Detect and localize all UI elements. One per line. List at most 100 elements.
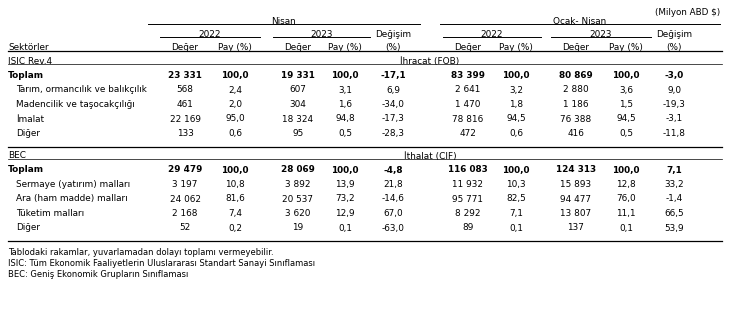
Text: Sektörler: Sektörler [8,43,49,52]
Text: 133: 133 [177,129,193,138]
Text: 2022: 2022 [481,30,503,39]
Text: 95,0: 95,0 [225,114,245,124]
Text: 94,8: 94,8 [335,114,355,124]
Text: 15 893: 15 893 [561,180,591,189]
Text: 2 641: 2 641 [456,85,480,95]
Text: Nisan: Nisan [272,17,296,26]
Text: 2,4: 2,4 [228,85,242,95]
Text: 0,1: 0,1 [509,224,523,232]
Text: 304: 304 [290,100,307,109]
Text: 2023: 2023 [310,30,333,39]
Text: BEC: BEC [8,151,26,161]
Text: -11,8: -11,8 [663,129,685,138]
Text: Diğer: Diğer [16,129,40,138]
Text: 66,5: 66,5 [664,209,684,218]
Text: -17,1: -17,1 [380,71,406,80]
Text: 13,9: 13,9 [335,180,355,189]
Text: 23 331: 23 331 [168,71,202,80]
Text: 100,0: 100,0 [331,71,358,80]
Text: 94,5: 94,5 [616,114,636,124]
Text: Sermaye (yatırım) malları: Sermaye (yatırım) malları [16,180,130,189]
Text: Diğer: Diğer [16,224,40,232]
Text: 116 083: 116 083 [448,165,488,175]
Text: -3,0: -3,0 [664,71,683,80]
Text: 95: 95 [293,129,304,138]
Text: 95 771: 95 771 [453,194,483,203]
Text: 21,8: 21,8 [383,180,403,189]
Text: 0,5: 0,5 [338,129,352,138]
Text: 24 062: 24 062 [169,194,201,203]
Text: Madencilik ve taşocakçılığı: Madencilik ve taşocakçılığı [16,100,135,109]
Text: 94,5: 94,5 [506,114,526,124]
Text: 2022: 2022 [199,30,221,39]
Text: 3 620: 3 620 [285,209,311,218]
Text: 3,2: 3,2 [509,85,523,95]
Text: Değişim: Değişim [656,30,692,39]
Text: Ara (ham madde) malları: Ara (ham madde) malları [16,194,128,203]
Text: Tablodaki rakamlar, yuvarlamadan dolayı toplamı vermeyebilir.: Tablodaki rakamlar, yuvarlamadan dolayı … [8,248,274,257]
Text: 100,0: 100,0 [331,165,358,175]
Text: Değer: Değer [172,43,199,52]
Text: 3,6: 3,6 [619,85,633,95]
Text: -1,4: -1,4 [665,194,683,203]
Text: 83 399: 83 399 [451,71,485,80]
Text: Pay (%): Pay (%) [328,43,362,52]
Text: -14,6: -14,6 [382,194,404,203]
Text: 28 069: 28 069 [281,165,315,175]
Text: 124 313: 124 313 [556,165,596,175]
Text: 0,1: 0,1 [619,224,633,232]
Text: 416: 416 [567,129,585,138]
Text: 100,0: 100,0 [612,71,639,80]
Text: 2 880: 2 880 [563,85,589,95]
Text: 53,9: 53,9 [664,224,684,232]
Text: 100,0: 100,0 [221,71,249,80]
Text: 2,0: 2,0 [228,100,242,109]
Text: -4,8: -4,8 [383,165,403,175]
Text: (%): (%) [666,43,682,52]
Text: 100,0: 100,0 [502,71,530,80]
Text: 29 479: 29 479 [168,165,202,175]
Text: İthalat (CIF): İthalat (CIF) [404,151,456,161]
Text: Ocak- Nisan: Ocak- Nisan [553,17,607,26]
Text: BEC: Geniş Ekonomik Grupların Sınıflaması: BEC: Geniş Ekonomik Grupların Sınıflamas… [8,270,188,279]
Text: 73,2: 73,2 [335,194,355,203]
Text: 461: 461 [177,100,193,109]
Text: 7,4: 7,4 [228,209,242,218]
Text: 20 537: 20 537 [283,194,313,203]
Text: -17,3: -17,3 [382,114,404,124]
Text: Pay (%): Pay (%) [218,43,252,52]
Text: Değişim: Değişim [375,30,411,39]
Text: 82,5: 82,5 [506,194,526,203]
Text: 2 168: 2 168 [172,209,198,218]
Text: 1 186: 1 186 [564,100,589,109]
Text: -34,0: -34,0 [382,100,404,109]
Text: 7,1: 7,1 [509,209,523,218]
Text: 3 197: 3 197 [172,180,198,189]
Text: 67,0: 67,0 [383,209,403,218]
Text: 0,6: 0,6 [509,129,523,138]
Text: 2023: 2023 [590,30,612,39]
Text: 6,9: 6,9 [386,85,400,95]
Text: 10,8: 10,8 [225,180,245,189]
Text: ISIC: Tüm Ekonomik Faaliyetlerin Uluslararası Standart Sanayi Sınıflaması: ISIC: Tüm Ekonomik Faaliyetlerin Uluslar… [8,259,315,268]
Text: Pay (%): Pay (%) [499,43,533,52]
Text: 7,1: 7,1 [666,165,682,175]
Text: (Milyon ABD $): (Milyon ABD $) [655,8,720,17]
Text: 94 477: 94 477 [561,194,591,203]
Text: 52: 52 [180,224,191,232]
Text: Toplam: Toplam [8,165,44,175]
Text: 100,0: 100,0 [612,165,639,175]
Text: 19 331: 19 331 [281,71,315,80]
Text: Tarım, ormancılık ve balıkçılık: Tarım, ormancılık ve balıkçılık [16,85,147,95]
Text: 0,5: 0,5 [619,129,633,138]
Text: 11 932: 11 932 [453,180,483,189]
Text: 472: 472 [460,129,477,138]
Text: İhracat (FOB): İhracat (FOB) [400,57,460,66]
Text: 33,2: 33,2 [664,180,684,189]
Text: 0,6: 0,6 [228,129,242,138]
Text: 1 470: 1 470 [456,100,480,109]
Text: 0,2: 0,2 [228,224,242,232]
Text: 13 807: 13 807 [561,209,591,218]
Text: 12,9: 12,9 [335,209,355,218]
Text: 11,1: 11,1 [616,209,636,218]
